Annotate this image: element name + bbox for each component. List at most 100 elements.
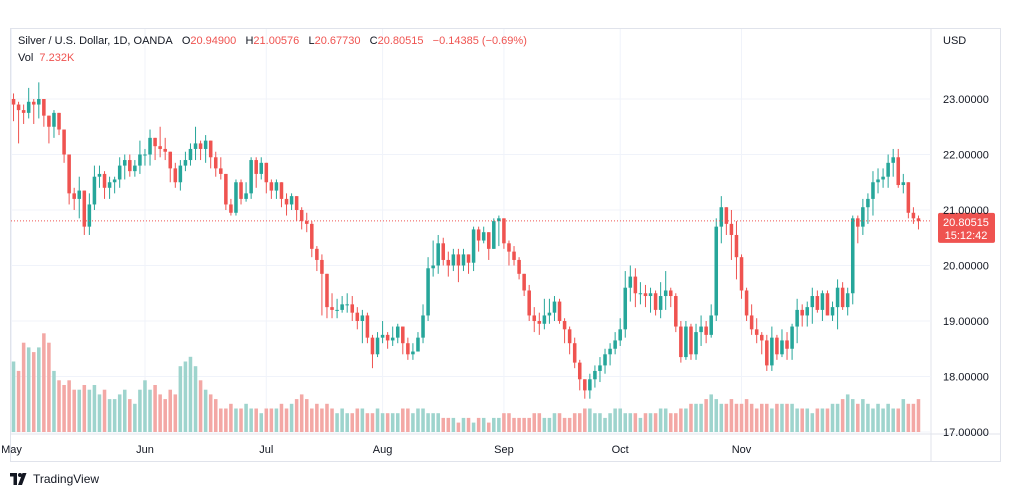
- volume-bar: [734, 403, 739, 432]
- volume-bar: [451, 417, 456, 432]
- candle-body: [239, 182, 243, 199]
- candle-body: [188, 148, 193, 161]
- volume-bar: [107, 399, 112, 432]
- candle-body: [87, 204, 92, 227]
- x-tick-label: May: [1, 444, 22, 456]
- tradingview-logo[interactable]: TradingView: [10, 472, 99, 486]
- legend-volume: Vol 7.232K: [18, 52, 74, 64]
- candle-body: [699, 326, 703, 333]
- candle-body: [11, 99, 16, 105]
- volume-bar: [264, 408, 269, 432]
- candle-body: [785, 340, 789, 349]
- candle-body: [679, 326, 683, 358]
- y-tick-label: 18.00000: [943, 372, 989, 384]
- x-tick-label: Aug: [373, 444, 393, 456]
- volume-bar: [628, 413, 633, 432]
- candle-body: [57, 112, 61, 130]
- candle-body: [633, 276, 638, 294]
- y-tick-label: 22.00000: [943, 150, 989, 162]
- volume-bar: [117, 394, 122, 432]
- volume-bar: [213, 399, 218, 432]
- volume-bar: [886, 403, 890, 432]
- candle-body: [107, 182, 112, 188]
- volume-bar: [598, 413, 602, 432]
- volume-bar: [739, 403, 744, 432]
- x-tick-label: Oct: [612, 444, 629, 456]
- high-value: 21.00576: [253, 35, 300, 47]
- low-value: 20.67730: [314, 35, 361, 47]
- volume-bar: [158, 394, 162, 432]
- volume-bar: [476, 417, 481, 432]
- candle-body: [724, 207, 729, 224]
- candle-body: [684, 326, 688, 358]
- candle-body: [704, 326, 708, 335]
- volume-bar: [198, 380, 203, 432]
- volume-bar: [385, 413, 390, 432]
- volume-bar: [234, 408, 238, 432]
- candle-body: [340, 304, 344, 310]
- candle-body: [294, 196, 299, 210]
- volume-bar: [274, 408, 279, 432]
- candle-body: [380, 334, 385, 338]
- candle-body: [830, 307, 835, 316]
- candle-body: [623, 287, 628, 330]
- candle-body: [395, 326, 400, 338]
- candle-body: [709, 315, 713, 335]
- candle-body: [117, 165, 122, 180]
- volume-bar: [375, 408, 380, 432]
- volume-bar: [906, 403, 911, 432]
- candle-body: [850, 218, 855, 294]
- last-price-value: 20.80515: [943, 217, 989, 229]
- candle-body: [689, 326, 693, 355]
- candle-body: [350, 304, 355, 313]
- candle-body: [775, 337, 779, 355]
- candle-body: [552, 301, 557, 313]
- x-tick-label: Sep: [494, 444, 514, 456]
- volume-bar: [593, 413, 597, 432]
- volume-bar: [896, 408, 901, 432]
- change-value: −0.14385 (−0.69%): [432, 35, 527, 47]
- vol-label[interactable]: Vol: [18, 52, 34, 64]
- candle-body: [461, 254, 466, 266]
- volume-bar: [122, 389, 127, 432]
- candle-body: [674, 296, 678, 327]
- symbol-label[interactable]: Silver / U.S. Dollar, 1D, OANDA: [18, 35, 173, 47]
- volume-bar: [517, 417, 521, 432]
- candle-body: [866, 198, 870, 208]
- volume-bar: [26, 347, 31, 432]
- volume-bar: [244, 403, 248, 432]
- volume-bar: [330, 408, 334, 432]
- volume-bar: [87, 389, 92, 432]
- volume-bar: [148, 389, 152, 432]
- volume-bar: [638, 417, 643, 432]
- candle-body: [26, 101, 31, 113]
- candle-body: [219, 168, 223, 174]
- candle-body: [208, 140, 213, 158]
- candle-body: [583, 379, 587, 391]
- candle-body: [744, 290, 749, 316]
- volume-bar: [310, 408, 314, 432]
- volume-bar: [320, 408, 324, 432]
- candle-body: [158, 146, 162, 149]
- candle-body: [52, 112, 56, 127]
- candle-body: [193, 143, 198, 149]
- candle-body: [224, 173, 228, 205]
- volume-bar: [795, 408, 799, 432]
- candle-body: [770, 337, 774, 366]
- volume-bar: [441, 417, 446, 432]
- candle-body: [97, 173, 102, 177]
- candle-body: [148, 137, 152, 155]
- volume-bar: [390, 413, 395, 432]
- candle-body: [92, 176, 97, 205]
- candle-body: [62, 129, 66, 155]
- candle-body: [411, 351, 415, 355]
- candle-body: [325, 273, 329, 308]
- volume-bar: [537, 413, 542, 432]
- volume-bar: [694, 403, 698, 432]
- candle-body: [416, 337, 420, 352]
- volume-bar: [208, 394, 213, 432]
- candle-body: [492, 221, 496, 249]
- candle-body: [133, 165, 137, 172]
- candle-body: [330, 307, 334, 310]
